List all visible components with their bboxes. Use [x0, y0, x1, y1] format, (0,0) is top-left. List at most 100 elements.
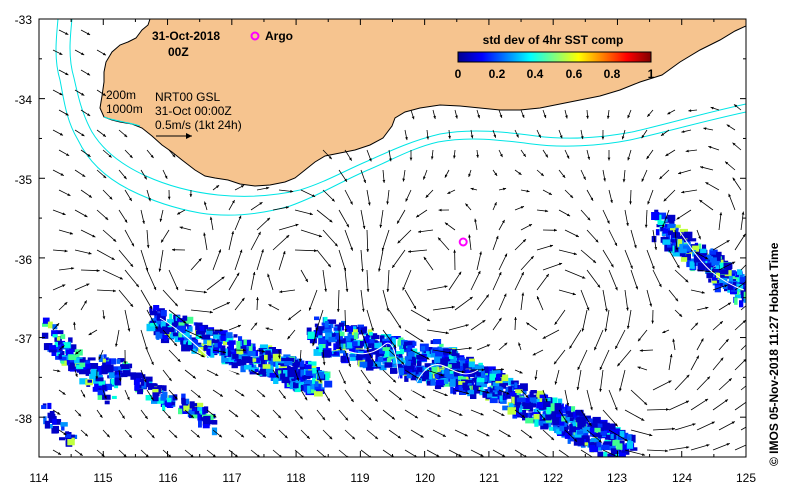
sst-pixel [371, 334, 380, 340]
sst-pixel [583, 426, 591, 434]
current-vector [124, 149, 133, 159]
sst-pixel [150, 310, 158, 316]
current-vector [74, 129, 85, 137]
sst-pixel [569, 424, 576, 433]
current-vector [381, 229, 390, 251]
sst-pixel [523, 401, 531, 409]
current-vector [430, 149, 434, 160]
current-vector [344, 149, 353, 161]
current-vector [447, 189, 456, 195]
current-vector [536, 209, 549, 213]
current-vector [624, 409, 645, 421]
current-vector [660, 129, 670, 137]
sst-pixel [306, 327, 312, 335]
sst-pixel [459, 366, 464, 373]
sst-pixel [536, 390, 544, 398]
current-vector [542, 228, 557, 232]
sst-pixel [60, 358, 65, 364]
sst-pixel [324, 321, 329, 328]
current-vector [688, 109, 698, 112]
current-vector [294, 369, 299, 381]
sst-pixel [318, 344, 323, 353]
sst-pixel [567, 412, 574, 417]
current-vector [426, 369, 444, 377]
sst-pixel [571, 406, 576, 412]
sst-pixel [536, 402, 543, 409]
sst-pixel [59, 356, 69, 361]
current-vector [542, 329, 560, 339]
sst-pixel [616, 448, 622, 452]
sst-pixel [233, 334, 238, 338]
current-vector [124, 189, 133, 202]
current-vector [734, 233, 746, 251]
current-vector [646, 449, 669, 453]
sst-pixel [329, 321, 334, 329]
current-vector [470, 270, 481, 291]
sst-pixel [559, 425, 565, 432]
sst-pixel [153, 305, 160, 311]
current-vector [696, 338, 704, 351]
sst-pixel [220, 335, 226, 342]
current-vector [426, 129, 430, 140]
colorbar [457, 51, 652, 63]
sst-pixel [489, 388, 493, 392]
sst-pixel [79, 358, 85, 363]
sst-pixel [443, 369, 451, 377]
sst-pixel [181, 344, 190, 352]
current-vector [476, 344, 491, 351]
current-vector [256, 297, 259, 311]
sst-pixel [85, 369, 89, 376]
current-vector [118, 449, 127, 457]
current-vector [250, 449, 261, 457]
sst-pixel [390, 368, 398, 374]
sst-pixel [496, 374, 501, 380]
sst-pixel [475, 365, 484, 371]
current-vector [52, 449, 62, 456]
current-vector [712, 399, 729, 411]
sst-pixel [552, 418, 560, 426]
current-vector [492, 235, 499, 251]
lat-tick-label: -37 [15, 332, 33, 346]
current-vector [425, 189, 434, 198]
current-vector [712, 320, 724, 331]
current-vector [140, 289, 153, 310]
sst-pixel [401, 360, 406, 364]
sst-pixel [152, 395, 159, 402]
current-vector [118, 369, 122, 382]
current-vector [146, 389, 154, 401]
sst-pixel [178, 407, 183, 415]
sst-pixel [434, 372, 442, 379]
sst-pixel [369, 332, 373, 336]
speed-scale-label: 0.5m/s (1kt 24h) [155, 118, 242, 132]
sst-pixel [453, 388, 457, 395]
sst-pixel [677, 238, 683, 247]
sst-pixel [485, 375, 492, 381]
sst-pixel [356, 354, 363, 361]
current-vector [206, 276, 225, 291]
current-vector [58, 345, 65, 351]
current-vector [338, 169, 348, 183]
sst-pixel [413, 351, 421, 356]
current-vector [659, 169, 670, 180]
sst-pixel [520, 383, 528, 391]
sst-pixel [117, 358, 125, 363]
sst-pixel [458, 381, 467, 385]
current-vector [80, 69, 91, 76]
sst-pixel [314, 381, 319, 387]
sst-pixel [707, 259, 716, 266]
current-vector [454, 389, 470, 395]
sst-pixel [185, 316, 194, 324]
sst-pixel [308, 361, 317, 366]
lon-tick-label: 114 [29, 471, 48, 485]
current-vector [608, 229, 618, 247]
current-vector [536, 129, 542, 138]
current-vector [740, 385, 746, 391]
current-vector [267, 273, 274, 291]
current-vector [514, 169, 522, 176]
current-vector [360, 249, 364, 272]
sst-pixel [382, 347, 390, 351]
current-vector [140, 449, 150, 457]
sst-pixel [209, 332, 217, 336]
current-vector [492, 449, 506, 457]
